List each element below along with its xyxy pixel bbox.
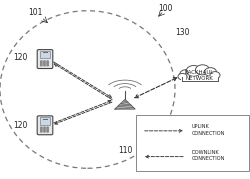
Circle shape	[44, 130, 45, 131]
Circle shape	[204, 68, 216, 76]
Circle shape	[47, 65, 48, 66]
Text: 120: 120	[13, 53, 27, 62]
Polygon shape	[115, 100, 135, 109]
Circle shape	[40, 128, 42, 129]
Text: UPLINK
CONNECTION: UPLINK CONNECTION	[192, 124, 225, 136]
FancyBboxPatch shape	[37, 116, 53, 135]
Text: 130: 130	[175, 28, 190, 37]
Circle shape	[40, 65, 42, 66]
Circle shape	[44, 131, 45, 132]
Text: DOWNLINK
CONNECTION: DOWNLINK CONNECTION	[192, 150, 225, 161]
FancyBboxPatch shape	[40, 51, 50, 58]
Text: 100: 100	[158, 4, 172, 13]
Circle shape	[47, 130, 48, 131]
Text: BACKHAUL
NETWORK: BACKHAUL NETWORK	[184, 70, 214, 81]
FancyBboxPatch shape	[181, 76, 219, 81]
Circle shape	[40, 61, 42, 62]
Circle shape	[47, 131, 48, 132]
Circle shape	[44, 62, 45, 63]
FancyBboxPatch shape	[40, 117, 50, 125]
FancyBboxPatch shape	[136, 115, 249, 171]
Circle shape	[47, 128, 48, 129]
Circle shape	[40, 127, 42, 128]
Circle shape	[40, 131, 42, 132]
Circle shape	[196, 65, 209, 75]
Circle shape	[47, 127, 48, 128]
Circle shape	[44, 128, 45, 129]
Text: 101: 101	[28, 8, 42, 17]
Circle shape	[44, 127, 45, 128]
FancyBboxPatch shape	[37, 50, 53, 69]
Text: 110: 110	[118, 146, 132, 155]
Circle shape	[47, 62, 48, 63]
Circle shape	[180, 70, 193, 79]
Circle shape	[44, 61, 45, 62]
Circle shape	[178, 73, 187, 80]
Circle shape	[210, 72, 220, 79]
Text: 120: 120	[13, 121, 27, 130]
Circle shape	[186, 66, 201, 76]
Circle shape	[44, 65, 45, 66]
Circle shape	[40, 130, 42, 131]
FancyBboxPatch shape	[181, 74, 219, 81]
Circle shape	[47, 61, 48, 62]
Circle shape	[40, 62, 42, 63]
